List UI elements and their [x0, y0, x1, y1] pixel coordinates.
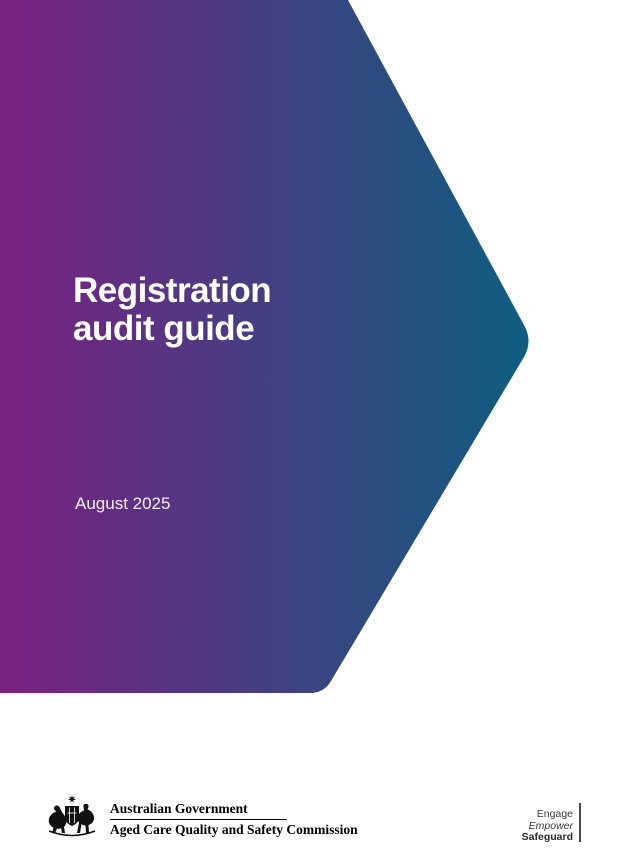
crest-wattle — [48, 830, 96, 837]
page-title: Registration audit guide — [73, 271, 272, 348]
crest-emu — [77, 803, 95, 833]
motto-safeguard: Safeguard — [521, 831, 573, 843]
coat-of-arms-icon — [48, 795, 96, 837]
footer: Australian Government Aged Care Quality … — [0, 790, 621, 853]
crest-kangaroo — [48, 805, 67, 833]
government-name: Australian Government — [110, 801, 248, 816]
cover-banner-shape — [0, 0, 529, 693]
crest-shield — [65, 806, 79, 826]
motto-empower: Empower — [528, 819, 573, 832]
lockup-divider — [110, 819, 287, 821]
government-lockup: Australian Government Aged Care Quality … — [110, 802, 358, 837]
agency-name: Aged Care Quality and Safety Commission — [110, 822, 358, 838]
motto-block: Engage Empower Safeguard — [522, 803, 581, 844]
motto-lines: Engage Empower Safeguard — [522, 803, 579, 844]
motto-divider-rule — [579, 803, 581, 842]
motto-engage: Engage — [536, 808, 573, 820]
publication-date: August 2025 — [75, 494, 171, 513]
crest-star — [68, 795, 76, 803]
cover-banner — [0, 0, 529, 693]
